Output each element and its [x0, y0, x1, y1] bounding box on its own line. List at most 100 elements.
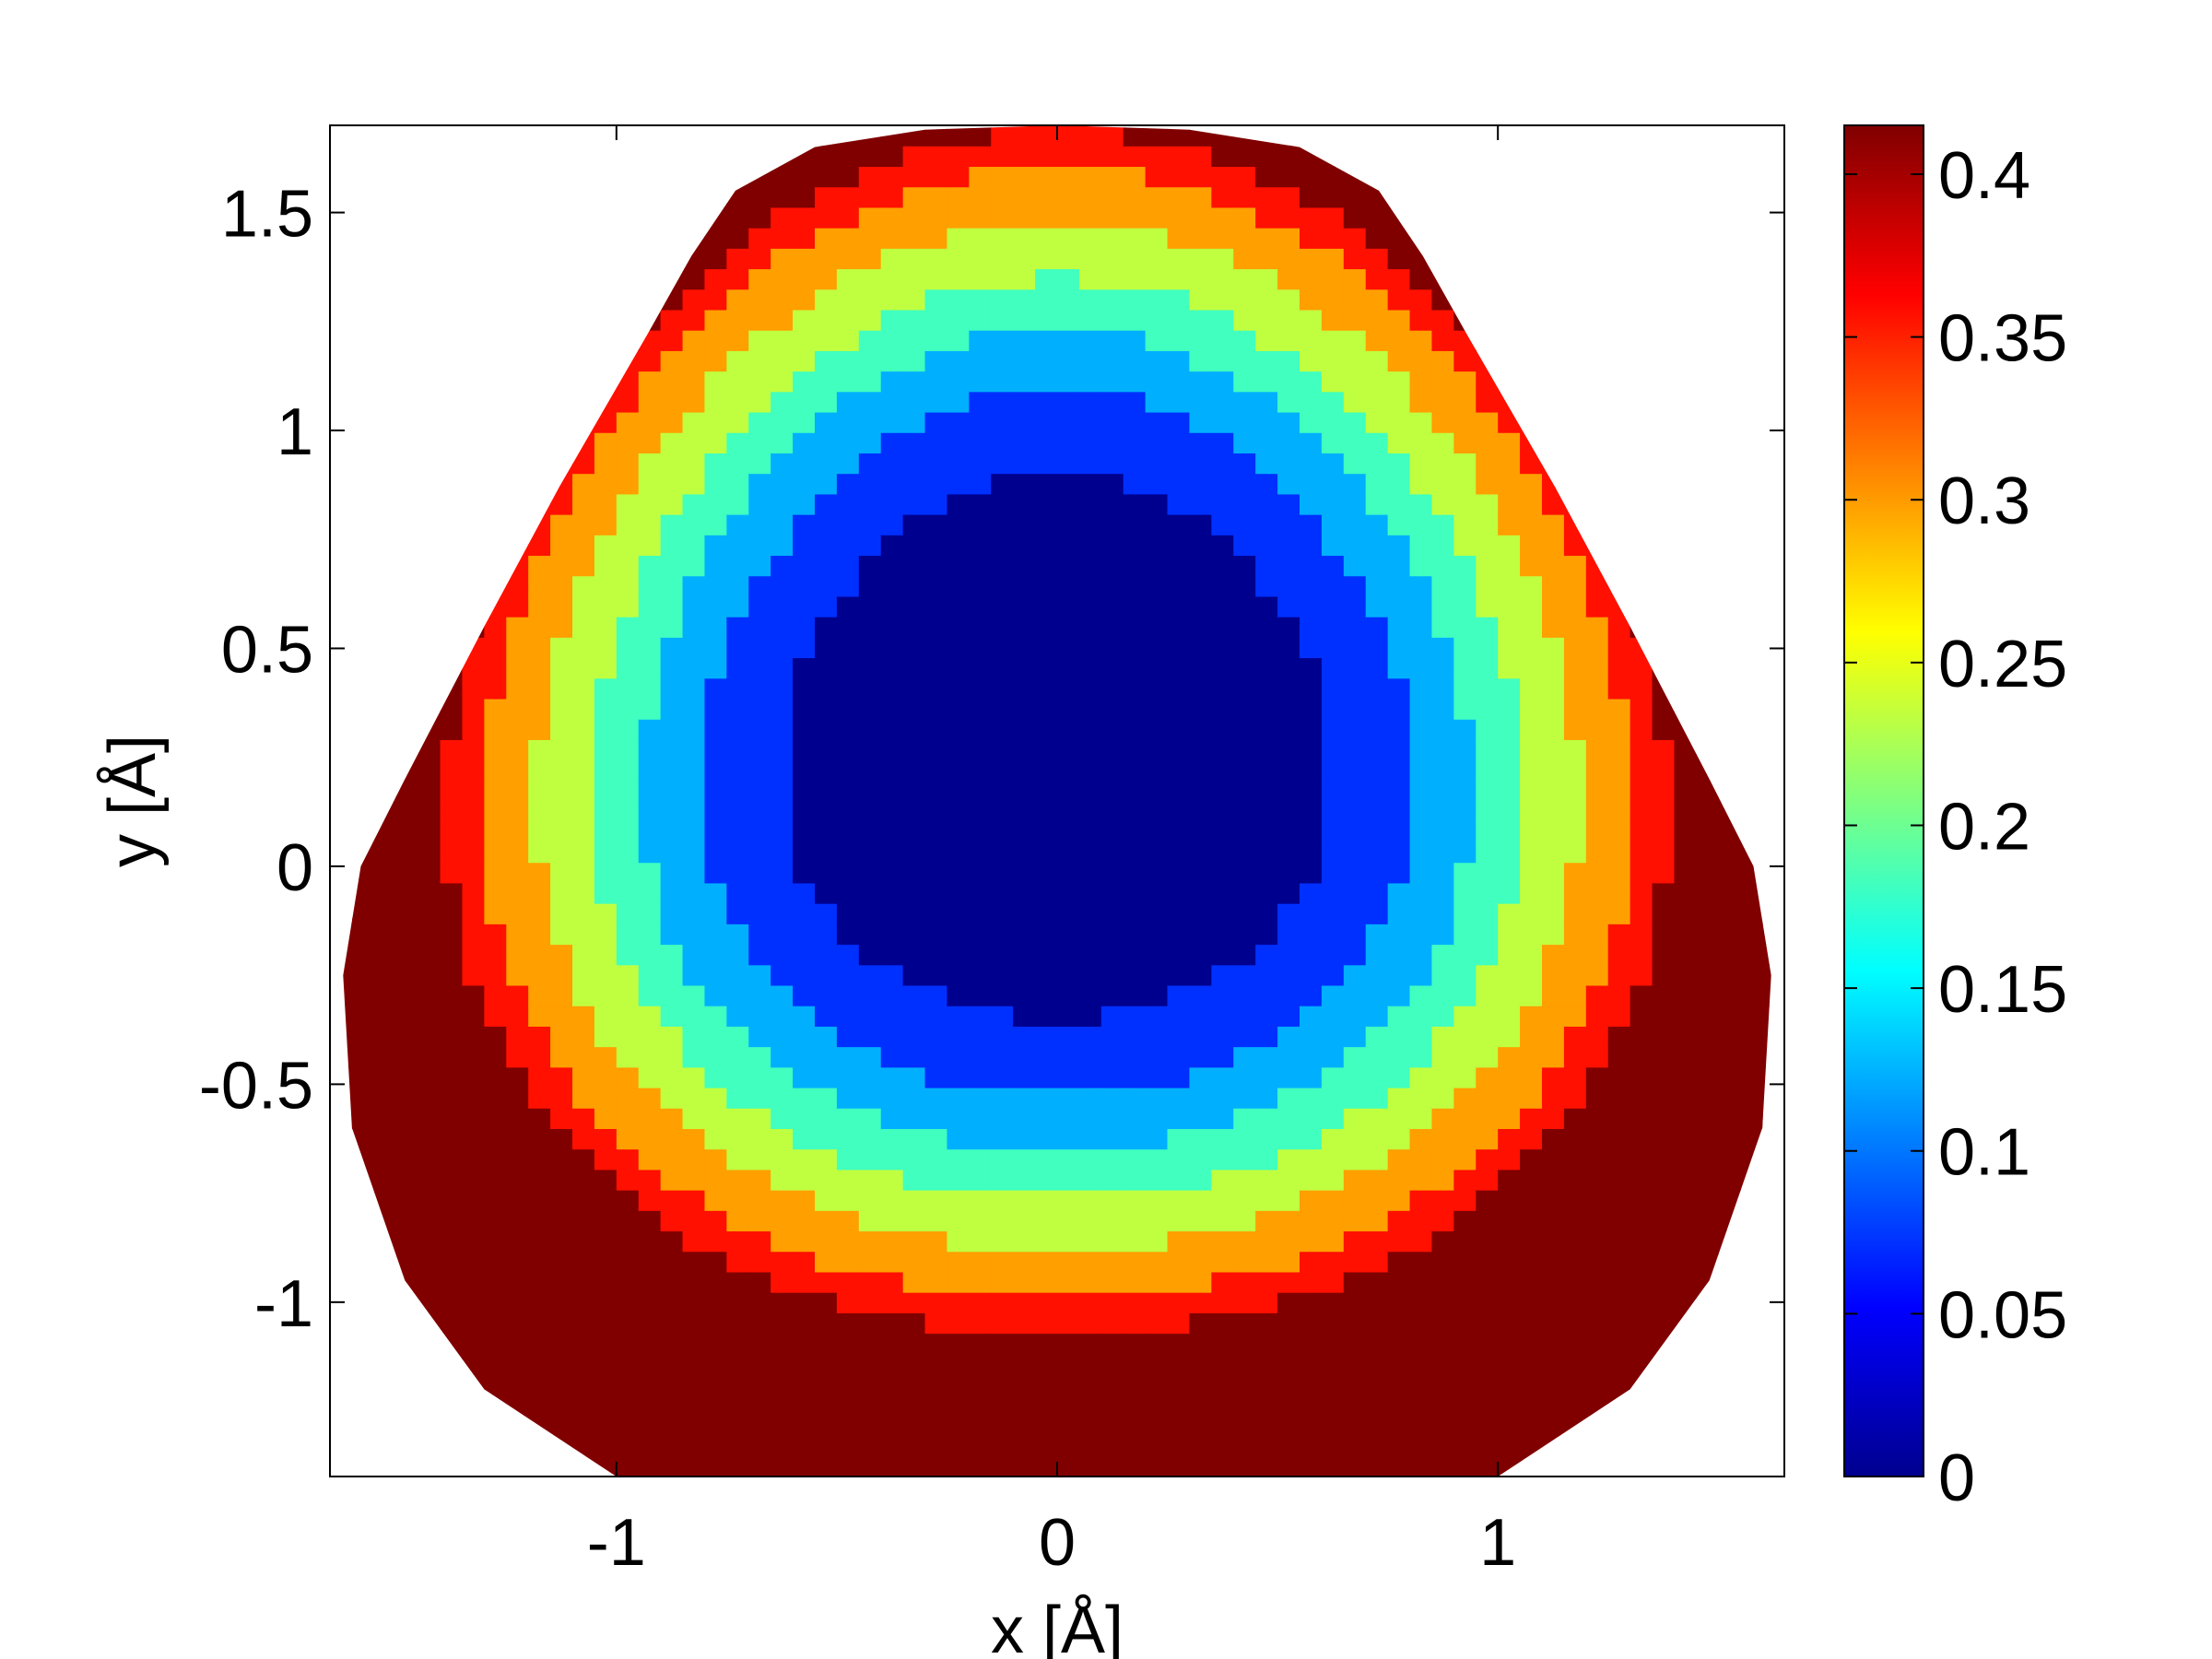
heatmap-cell: [1652, 1251, 1676, 1273]
heatmap-cell: [1233, 1394, 1256, 1416]
heatmap-cell: [947, 186, 970, 208]
heatmap-cell: [572, 657, 595, 679]
heatmap-cell: [1387, 1230, 1411, 1253]
heatmap-cell: [1607, 821, 1631, 843]
heatmap-cell: [1607, 617, 1631, 638]
heatmap-cell: [1431, 575, 1454, 597]
heatmap-cell: [484, 1108, 507, 1129]
heatmap-cell: [1585, 637, 1609, 659]
heatmap-cell: [902, 535, 926, 557]
heatmap-cell: [1409, 1026, 1433, 1048]
heatmap-cell: [1365, 432, 1389, 453]
heatmap-cell: [1652, 698, 1676, 720]
heatmap-cell: [1542, 1169, 1565, 1191]
heatmap-cell: [1387, 288, 1411, 311]
heatmap-cell: [815, 1251, 838, 1273]
heatmap-cell: [1431, 432, 1454, 453]
heatmap-cell: [815, 924, 838, 946]
heatmap-cell: [880, 1415, 904, 1437]
heatmap-cell: [1145, 1292, 1169, 1313]
heatmap-cell: [528, 1292, 551, 1313]
heatmap-cell: [1211, 248, 1234, 270]
heatmap-cell: [418, 1046, 441, 1068]
heatmap-cell: [1542, 1333, 1565, 1355]
heatmap-cell: [1563, 719, 1587, 740]
heatmap-cell: [815, 493, 838, 515]
heatmap-cell: [1630, 1026, 1653, 1048]
heatmap-cell: [1123, 1169, 1147, 1191]
heatmap-cell: [1211, 350, 1234, 372]
heatmap-cell: [462, 1087, 485, 1109]
heatmap-cell: [638, 1046, 662, 1068]
heatmap-cell: [1453, 535, 1477, 557]
heatmap-cell: [1453, 514, 1477, 535]
heatmap-cell: [1387, 677, 1411, 700]
heatmap-cell: [351, 944, 375, 966]
heatmap-cell: [924, 719, 948, 740]
heatmap-cell: [748, 1026, 771, 1048]
heatmap-cell: [793, 677, 816, 700]
heatmap-cell: [616, 575, 640, 597]
heatmap-cell: [969, 514, 992, 535]
heatmap-cell: [418, 964, 441, 986]
heatmap-cell: [924, 1312, 948, 1335]
heatmap-cell: [1013, 166, 1036, 188]
heatmap-cell: [528, 964, 551, 986]
heatmap-cell: [748, 514, 771, 535]
heatmap-cell: [1078, 739, 1102, 761]
heatmap-cell: [1453, 1292, 1477, 1313]
heatmap-cell: [1211, 1026, 1234, 1048]
heatmap-cell: [771, 595, 794, 618]
heatmap-cell: [947, 1230, 970, 1253]
heatmap-cell: [969, 493, 992, 515]
heatmap-cell: [528, 595, 551, 618]
heatmap-cell: [1453, 1148, 1477, 1171]
heatmap-cell: [660, 1435, 684, 1457]
heatmap-cell: [418, 1026, 441, 1048]
heatmap-cell: [1123, 535, 1147, 557]
heatmap-cell: [1387, 801, 1411, 822]
heatmap-cell: [1035, 309, 1058, 331]
heatmap-cell: [616, 719, 640, 740]
heatmap-cell: [1167, 330, 1191, 351]
heatmap-cell: [682, 453, 706, 475]
heatmap-cell: [991, 309, 1014, 331]
heatmap-cell: [1431, 1415, 1454, 1437]
heatmap-cell: [1585, 1292, 1609, 1313]
heatmap-cell: [858, 821, 882, 843]
heatmap-cell: [1365, 1333, 1389, 1355]
heatmap-cell: [682, 288, 706, 311]
heatmap-cell: [836, 984, 860, 1006]
heatmap-cell: [1233, 206, 1256, 229]
heatmap-cell: [1100, 924, 1124, 946]
heatmap-cell: [1013, 1087, 1036, 1109]
heatmap-cell: [638, 1353, 662, 1375]
heatmap-cell: [836, 1046, 860, 1068]
heatmap-cell: [1387, 309, 1411, 331]
heatmap-cell: [1100, 206, 1124, 229]
heatmap-cell: [1585, 924, 1609, 946]
heatmap-cell: [1255, 1066, 1278, 1088]
heatmap-cell: [1057, 493, 1080, 515]
heatmap-cell: [1123, 1312, 1147, 1335]
heatmap-cell: [572, 1087, 595, 1109]
heatmap-cell: [1255, 1230, 1278, 1253]
heatmap-cell: [1365, 1006, 1389, 1027]
heatmap-cell: [1277, 575, 1300, 597]
heatmap-cell: [1321, 1046, 1345, 1068]
heatmap-cell: [793, 739, 816, 761]
heatmap-cell: [815, 719, 838, 740]
heatmap-cell: [528, 1108, 551, 1129]
heatmap-cell: [924, 350, 948, 372]
heatmap-cell: [726, 719, 749, 740]
heatmap-cell: [836, 1169, 860, 1191]
heatmap-cell: [594, 1415, 618, 1437]
heatmap-cell: [550, 1312, 573, 1335]
heatmap-cell: [1189, 1046, 1212, 1068]
heatmap-cell: [1057, 1108, 1080, 1129]
heatmap-cell: [1233, 759, 1256, 782]
heatmap-cell: [682, 411, 706, 433]
heatmap-cell: [550, 1190, 573, 1211]
heatmap-cell: [1123, 411, 1147, 433]
heatmap-cell: [1123, 801, 1147, 822]
